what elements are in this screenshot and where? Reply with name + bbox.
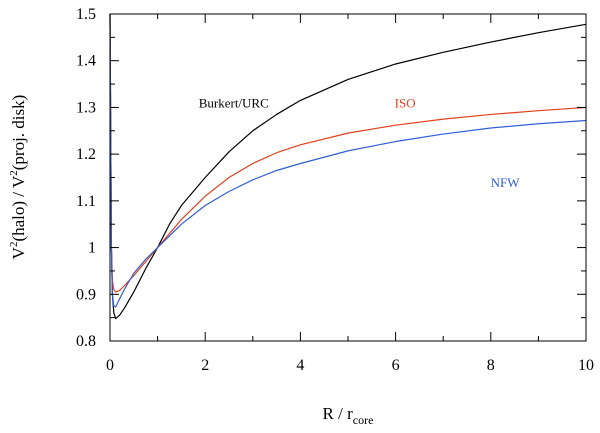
y-axis-label-part-3: (proj. disk) bbox=[9, 95, 28, 171]
x-tick-label: 2 bbox=[201, 357, 209, 374]
y-tick-label: 1.3 bbox=[76, 99, 96, 116]
y-tick-label: 1.4 bbox=[76, 53, 96, 70]
x-tick-label: 6 bbox=[392, 357, 400, 374]
y-axis-label-part-1: V bbox=[9, 246, 28, 259]
x-tick-label: 4 bbox=[296, 357, 304, 374]
x-axis-label-subscript: core bbox=[353, 413, 374, 427]
x-tick-label: 10 bbox=[578, 357, 594, 374]
annotations-layer: Burkert/URC ISO NFW bbox=[199, 95, 521, 189]
y-axis-label: V2(halo) / V2(proj. disk) bbox=[8, 95, 28, 260]
tick-labels-layer: 0 2 4 6 8 10 0.8 0.9 1 1.1 1.2 1.3 1.4 1.5 bbox=[76, 6, 594, 374]
series-line-nfw bbox=[109, 13, 587, 308]
series-layer bbox=[109, 13, 587, 320]
y-tick-label: 0.8 bbox=[76, 333, 96, 350]
x-tick-label: 8 bbox=[487, 357, 495, 374]
x-tick-label: 0 bbox=[106, 357, 114, 374]
x-axis-label-main: R / r bbox=[323, 404, 354, 423]
series-line-iso bbox=[109, 13, 587, 293]
y-axis-label-superscript-2: 2 bbox=[8, 170, 20, 176]
series-label-iso: ISO bbox=[395, 95, 416, 110]
series-label-nfw: NFW bbox=[491, 175, 521, 190]
ticks-layer bbox=[109, 13, 587, 342]
y-tick-label: 1.1 bbox=[76, 193, 96, 210]
series-line-burkert-urc bbox=[109, 13, 587, 320]
y-tick-label: 0.9 bbox=[76, 286, 96, 303]
x-axis-label: R / rcore bbox=[323, 404, 374, 427]
y-tick-label: 1.2 bbox=[76, 146, 96, 163]
y-tick-label: 1.5 bbox=[76, 6, 96, 23]
y-tick-label: 1 bbox=[88, 240, 96, 257]
y-axis-label-superscript-1: 2 bbox=[8, 242, 20, 248]
y-axis-label-part-2: (halo) / V bbox=[9, 175, 28, 242]
series-label-burkert-urc: Burkert/URC bbox=[199, 95, 269, 110]
